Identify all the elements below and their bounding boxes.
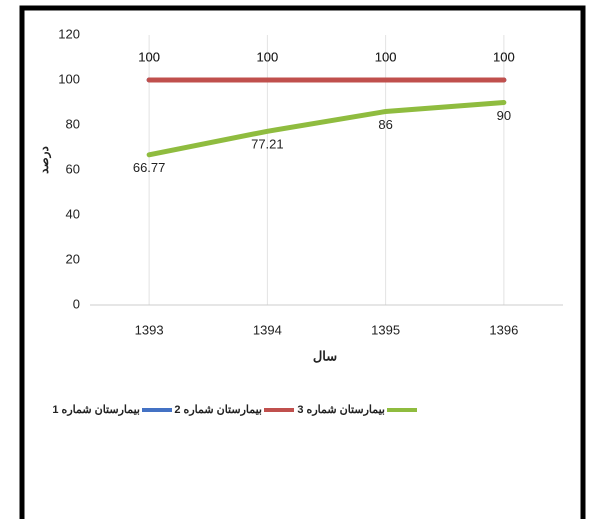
y-axis-label: درصد	[37, 146, 52, 174]
x-tick-label: 1396	[489, 322, 518, 337]
y-tick-label: 0	[73, 296, 80, 311]
data-label: 100	[138, 49, 160, 64]
data-label: 100	[375, 49, 397, 64]
data-label: 100	[493, 49, 515, 64]
legend-label: بیمارستان شماره 1	[52, 404, 140, 416]
data-label: 66.77	[133, 160, 166, 175]
y-tick-label: 40	[66, 206, 80, 221]
legend-label: بیمارستان شماره 3	[297, 404, 385, 416]
y-tick-label: 100	[58, 71, 80, 86]
data-label: 77.21	[251, 137, 284, 152]
x-tick-label: 1395	[371, 322, 400, 337]
data-label: 100	[257, 49, 279, 64]
data-label: 100	[257, 49, 279, 64]
x-tick-label: 1393	[135, 322, 164, 337]
x-tick-label: 1394	[253, 322, 282, 337]
legend-label: بیمارستان شماره 2	[174, 404, 262, 416]
x-axis-label: سال	[313, 348, 337, 363]
data-label: 90	[497, 108, 511, 123]
data-label: 86	[378, 117, 392, 132]
y-tick-label: 20	[66, 251, 80, 266]
series-line	[146, 100, 507, 158]
data-label: 100	[493, 49, 515, 64]
y-tick-label: 80	[66, 116, 80, 131]
data-label: 100	[138, 49, 160, 64]
y-tick-label: 120	[58, 26, 80, 41]
frame	[19, 5, 586, 519]
data-label: 100	[375, 49, 397, 64]
y-tick-label: 60	[66, 161, 80, 176]
